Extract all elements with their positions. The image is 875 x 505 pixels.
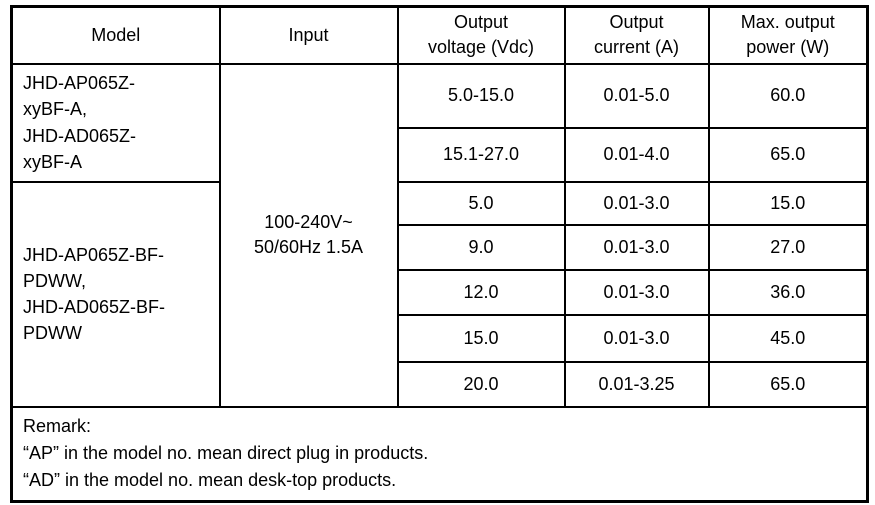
output-current-cell: 0.01-3.0 [563, 313, 710, 363]
output-voltage-cell: 15.1-27.0 [396, 126, 566, 183]
col-header-input: Input [218, 5, 399, 65]
header-row: Model Input Output voltage (Vdc) Output … [10, 5, 869, 65]
max-power-cell: 27.0 [707, 223, 869, 271]
output-voltage-cell: 5.0-15.0 [396, 62, 566, 129]
table-row: 20.0 0.01-3.25 65.0 [12, 360, 869, 408]
output-voltage-cell: 15.0 [396, 313, 566, 363]
model-group-xybf-cell: JHD-AP065Z- xyBF-A, JHD-AD065Z- xyBF-A [10, 62, 221, 183]
output-current-cell: 0.01-3.0 [563, 180, 710, 226]
output-current-cell: 0.01-3.0 [563, 223, 710, 271]
table-row: 9.0 0.01-3.0 27.0 [12, 223, 869, 271]
max-power-cell: 65.0 [707, 126, 869, 183]
remark-row: Remark: “AP” in the model no. mean direc… [10, 405, 869, 503]
max-power-cell: 36.0 [707, 268, 869, 316]
table-row: JHD-AP065Z-BF- PDWW, JHD-AD065Z-BF- PDWW… [10, 180, 869, 408]
col-header-output-voltage: Output voltage (Vdc) [396, 5, 566, 65]
table-row: JHD-AP065Z- xyBF-A, JHD-AD065Z- xyBF-A 1… [10, 62, 869, 408]
remark-line-ap: “AP” in the model no. mean direct plug i… [23, 442, 429, 463]
input-spec-cell: 100-240V~ 50/60Hz 1.5A [218, 62, 399, 408]
max-power-cell: 60.0 [707, 62, 869, 129]
remark-cell: Remark: “AP” in the model no. mean direc… [10, 405, 869, 503]
max-power-cell: 45.0 [707, 313, 869, 363]
max-power-cell: 15.0 [707, 180, 869, 226]
output-current-cell: 0.01-3.0 [563, 268, 710, 316]
table-row: 15.0 0.01-3.0 45.0 [12, 313, 869, 363]
model-group-pdww-cell: JHD-AP065Z-BF- PDWW, JHD-AD065Z-BF- PDWW [10, 180, 221, 408]
output-voltage-cell: 9.0 [396, 223, 566, 271]
output-voltage-cell: 20.0 [396, 360, 566, 408]
col-header-model: Model [10, 5, 221, 65]
output-voltage-cell: 5.0 [396, 180, 566, 226]
output-current-cell: 0.01-4.0 [563, 126, 710, 183]
table-row: 12.0 0.01-3.0 36.0 [12, 268, 869, 316]
max-power-cell: 65.0 [707, 360, 869, 408]
output-voltage-cell: 12.0 [396, 268, 566, 316]
col-header-output-current: Output current (A) [563, 5, 710, 65]
col-header-max-output-power: Max. output power (W) [707, 5, 869, 65]
power-spec-table: Model Input Output voltage (Vdc) Output … [10, 5, 869, 503]
remark-title: Remark: [23, 415, 92, 436]
remark-line-ad: “AD” in the model no. mean desk-top prod… [23, 470, 397, 491]
table-row: 15.1-27.0 0.01-4.0 65.0 [12, 126, 869, 183]
output-current-cell: 0.01-5.0 [563, 62, 710, 129]
output-current-cell: 0.01-3.25 [563, 360, 710, 408]
